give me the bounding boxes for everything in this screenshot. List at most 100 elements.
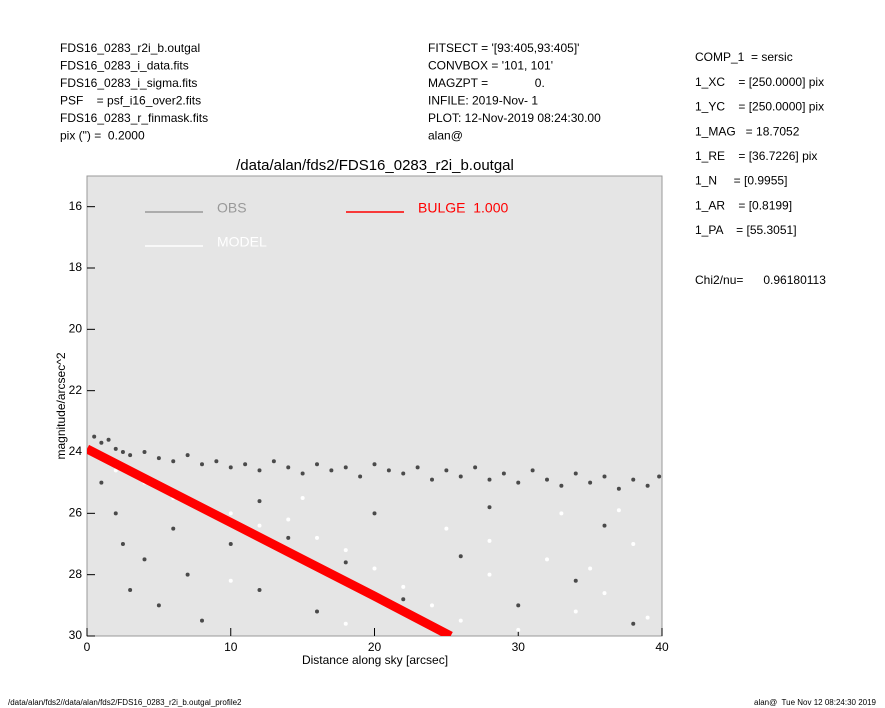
data-point: [106, 437, 111, 442]
header-left-line: FDS16_0283_i_sigma.fits: [60, 76, 197, 90]
header-middle-line: FITSECT = '[93:405,93:405]': [428, 41, 579, 55]
plot-marks: [87, 434, 662, 636]
data-point: [128, 588, 133, 592]
y-tick-label: 24: [69, 444, 83, 458]
data-point: [185, 453, 190, 458]
plot-area: [86, 175, 663, 637]
data-point: [545, 557, 549, 562]
data-point: [343, 560, 348, 565]
data-point: [602, 474, 607, 479]
data-point: [228, 511, 233, 516]
header-right-line: 1_MAG = 18.7052: [695, 124, 800, 138]
header-right-line: 1_XC = [250.0000] pix: [695, 75, 824, 89]
data-point: [99, 440, 104, 445]
data-point: [616, 486, 621, 491]
data-point: [602, 523, 607, 528]
legend-label: MODEL: [217, 234, 267, 250]
data-point: [120, 542, 125, 546]
data-point: [142, 450, 147, 454]
header-left-line: FDS16_0283_r2i_b.outgal: [60, 41, 200, 55]
data-point: [214, 459, 219, 464]
data-point: [559, 511, 564, 516]
data-point: [588, 480, 593, 485]
x-tick-label: 10: [224, 640, 238, 654]
footer-right: alan@ Tue Nov 12 08:24:30 2019: [754, 698, 877, 707]
legend-label: OBS: [217, 200, 247, 216]
data-point: [516, 627, 521, 632]
data-point: [415, 465, 420, 470]
data-point: [430, 477, 434, 482]
data-point: [516, 603, 521, 608]
data-point: [228, 578, 233, 583]
data-point: [156, 456, 161, 461]
header-right-line: 1_N = [0.9955]: [695, 174, 787, 188]
chi-square: Chi2/nu= 0.96180113: [695, 273, 826, 287]
x-tick-label: 20: [368, 640, 382, 654]
data-point: [458, 474, 463, 479]
header-left-line: FDS16_0283_r_finmask.fits: [60, 111, 208, 125]
data-point: [487, 477, 492, 482]
data-point: [430, 603, 434, 608]
header-middle-line: MAGZPT = 0.: [428, 76, 545, 90]
data-point: [631, 477, 636, 482]
x-axis-label: Distance along sky [arcsec]: [302, 653, 448, 667]
data-point: [257, 468, 262, 473]
y-tick-label: 20: [69, 322, 83, 336]
y-tick-label: 30: [69, 628, 83, 642]
data-point: [588, 566, 593, 571]
data-point: [271, 459, 276, 464]
data-point: [257, 588, 262, 592]
header-right-line: 1_AR = [0.8199]: [695, 198, 792, 212]
header-left-line: pix (") = 0.2000: [60, 129, 145, 143]
data-point: [243, 462, 248, 467]
data-point: [386, 468, 391, 473]
data-point: [444, 526, 449, 531]
data-point: [487, 572, 492, 577]
data-point: [545, 477, 549, 482]
header-middle-line: INFILE: 2019-Nov- 1: [428, 94, 538, 108]
data-point: [171, 526, 176, 531]
y-tick-label: 16: [69, 199, 83, 213]
data-point: [286, 517, 291, 522]
data-point: [616, 508, 621, 513]
header-right-line: COMP_1 = sersic: [695, 50, 793, 64]
x-tick-label: 0: [84, 640, 91, 654]
data-point: [343, 621, 348, 626]
bulge-profile: [87, 444, 453, 636]
data-point: [228, 465, 233, 470]
header-left-line: FDS16_0283_i_data.fits: [60, 59, 189, 73]
data-point: [401, 584, 406, 589]
data-point: [329, 468, 334, 473]
header-middle-line: CONVBOX = '101, 101': [428, 59, 553, 73]
data-point: [657, 474, 662, 479]
data-point: [473, 465, 478, 470]
data-point: [185, 572, 190, 577]
data-point: [315, 462, 319, 467]
data-point: [315, 609, 319, 614]
y-axis-label: magnitude/arcsec^2: [54, 352, 68, 459]
data-point: [501, 471, 506, 476]
y-tick-label: 22: [69, 383, 83, 397]
data-point: [487, 538, 492, 543]
footer-left: /data/alan/fds2//data/alan/fds2/FDS16_02…: [8, 698, 242, 707]
data-point: [530, 468, 535, 473]
data-point: [300, 471, 305, 476]
data-point: [113, 511, 118, 516]
data-point: [286, 465, 291, 470]
x-tick-label: 30: [512, 640, 526, 654]
data-point: [458, 618, 463, 623]
data-point: [286, 535, 291, 540]
data-point: [300, 496, 305, 500]
data-point: [372, 511, 377, 516]
data-point: [631, 621, 636, 626]
data-point: [128, 453, 133, 458]
header-right-line: 1_PA = [55.3051]: [695, 223, 797, 237]
data-point: [573, 578, 578, 583]
data-point: [631, 542, 636, 546]
data-point: [516, 480, 521, 485]
data-point: [573, 609, 578, 614]
data-point: [171, 459, 176, 464]
legend-label: BULGE 1.000: [418, 200, 508, 216]
data-point: [358, 474, 363, 479]
